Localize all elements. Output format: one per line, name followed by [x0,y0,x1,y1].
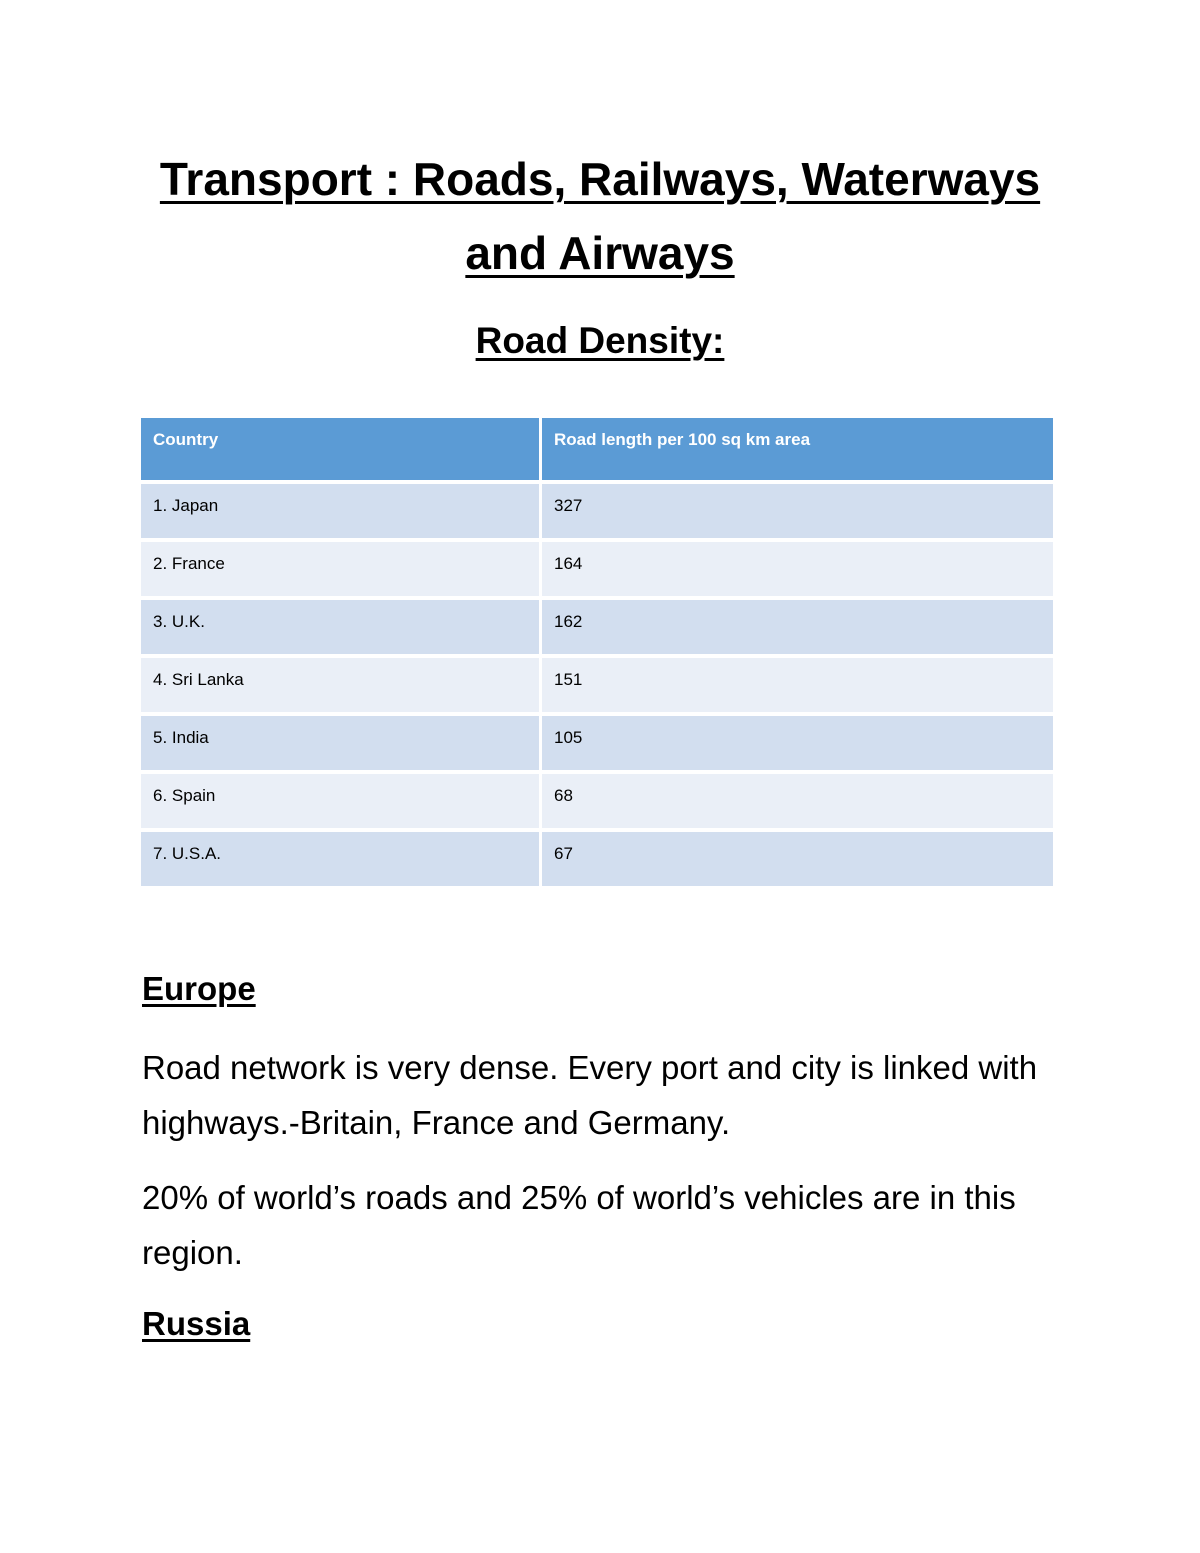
europe-paragraph-1: Road network is very dense. Every port a… [142,1049,1038,1141]
table-header-row: Country Road length per 100 sq km area [141,418,1053,480]
table-row: 4. Sri Lanka 151 [141,658,1053,712]
heading-europe: Europe [142,970,256,1008]
country-cell: 5. India [141,716,539,770]
table-row: 3. U.K. 162 [141,600,1053,654]
road-length-cell: 151 [542,658,1053,712]
heading-russia-text: Russia [142,1305,251,1342]
table-row: 7. U.S.A. 67 [141,832,1053,886]
road-length-cell: 162 [542,600,1053,654]
table-row: 1. Japan 327 [141,484,1053,538]
road-length-cell: 164 [542,542,1053,596]
europe-paragraph-2: 20% of world’s roads and 25% of world’s … [142,1179,1016,1271]
country-cell: 7. U.S.A. [141,832,539,886]
section-heading-road-density: Road Density: [0,320,1200,362]
subtitle-text: Road Density: [475,320,725,361]
table-row: 5. India 105 [141,716,1053,770]
table-row: 6. Spain 68 [141,774,1053,828]
title-line-1: Transport : Roads, Railways, Waterways [159,153,1041,205]
country-cell: 1. Japan [141,484,539,538]
country-cell: 2. France [141,542,539,596]
header-road-length: Road length per 100 sq km area [542,418,1053,480]
title-line-2: and Airways [465,227,735,279]
country-cell: 6. Spain [141,774,539,828]
heading-europe-text: Europe [142,970,256,1007]
road-density-table: Country Road length per 100 sq km area 1… [138,414,1056,890]
road-length-cell: 327 [542,484,1053,538]
road-length-cell: 105 [542,716,1053,770]
table-row: 2. France 164 [141,542,1053,596]
country-cell: 3. U.K. [141,600,539,654]
country-cell: 4. Sri Lanka [141,658,539,712]
road-length-cell: 68 [542,774,1053,828]
header-country: Country [141,418,539,480]
page-title: Transport : Roads, Railways, Waterways a… [0,142,1200,290]
heading-russia: Russia [142,1305,250,1343]
road-length-cell: 67 [542,832,1053,886]
